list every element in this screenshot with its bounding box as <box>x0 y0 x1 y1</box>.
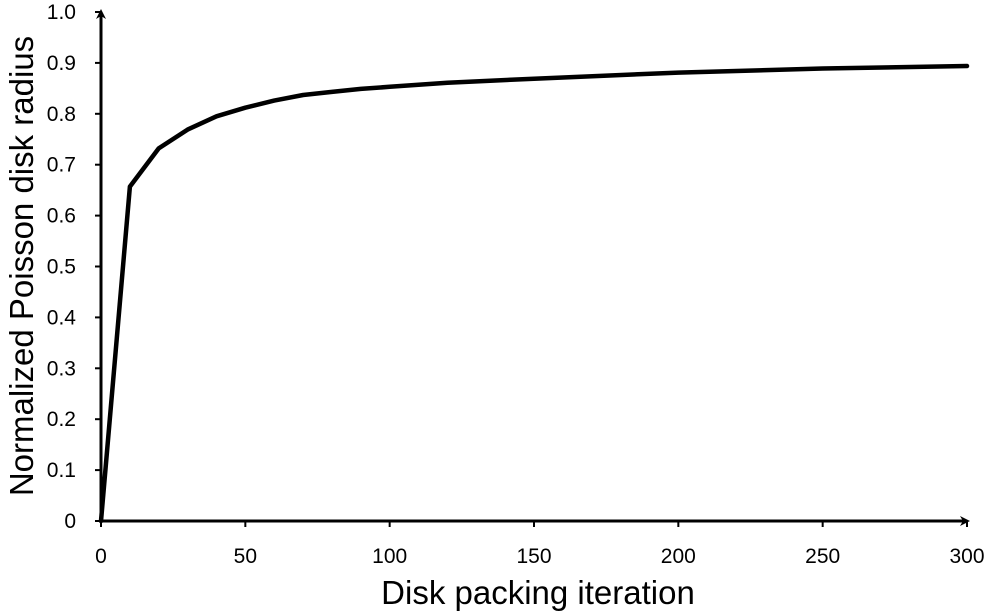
y-axis-title: Normalized Poisson disk radius <box>3 36 40 496</box>
y-tick-label: 0.6 <box>47 205 76 228</box>
x-tick-label: 0 <box>95 545 107 568</box>
y-tick-label: 0.9 <box>47 52 76 75</box>
y-tick-label: 0.4 <box>47 306 77 329</box>
axes <box>96 9 970 526</box>
y-tick-label: 0.5 <box>47 256 76 279</box>
y-tick-label: 0 <box>64 510 76 533</box>
y-tick-label: 0.8 <box>47 103 76 126</box>
y-tick-label: 1.0 <box>47 1 76 24</box>
y-axis-ticks: 0 0.1 0.2 0.3 0.4 0.5 0.6 0.7 0.8 0.9 1.0 <box>47 1 101 533</box>
y-tick-label: 0.7 <box>47 154 76 177</box>
x-tick-label: 250 <box>805 545 840 568</box>
series-layer <box>98 63 970 524</box>
x-tick-label: 300 <box>949 545 984 568</box>
x-axis-ticks: 0 50 100 150 200 250 300 <box>95 521 985 568</box>
series-line-0 <box>98 63 970 524</box>
x-tick-label: 200 <box>661 545 696 568</box>
y-tick-label: 0.3 <box>47 357 76 380</box>
y-tick-label: 0.1 <box>47 459 76 482</box>
y-tick-label: 0.2 <box>47 408 76 431</box>
x-tick-label: 150 <box>516 545 551 568</box>
x-tick-label: 50 <box>234 545 257 568</box>
x-axis-title: Disk packing iteration <box>381 574 695 611</box>
x-tick-label: 100 <box>372 545 407 568</box>
